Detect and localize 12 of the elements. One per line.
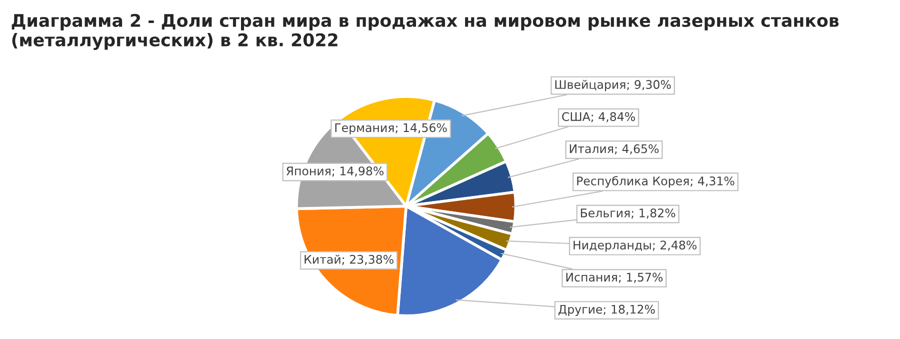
slice-label: Нидерланды; 2,48% (574, 240, 697, 252)
slice-label: Другие; 18,12% (558, 304, 655, 316)
chart-title: Диаграмма 2 - Доли стран мира в продажах на мировом рынке лазерных станков (металлургических) в 2 кв. 2022 (12, 14, 839, 50)
slice-label: Италия; 4,65% (570, 144, 659, 154)
slice-label: Япония; 14,98% (286, 166, 384, 177)
slice-label: США; 4,84% (562, 112, 635, 122)
slice-label: Республика Корея; 4,31% (577, 176, 734, 188)
slice-label: Китай; 23,38% (304, 254, 394, 266)
slice-label: Бельгия; 1,82% (580, 208, 676, 219)
slice-label: Германия; 14,56% (335, 123, 447, 134)
slice-label: Швейцария; 9,30% (555, 80, 671, 92)
slice-label: Испания; 1,57% (566, 272, 663, 283)
